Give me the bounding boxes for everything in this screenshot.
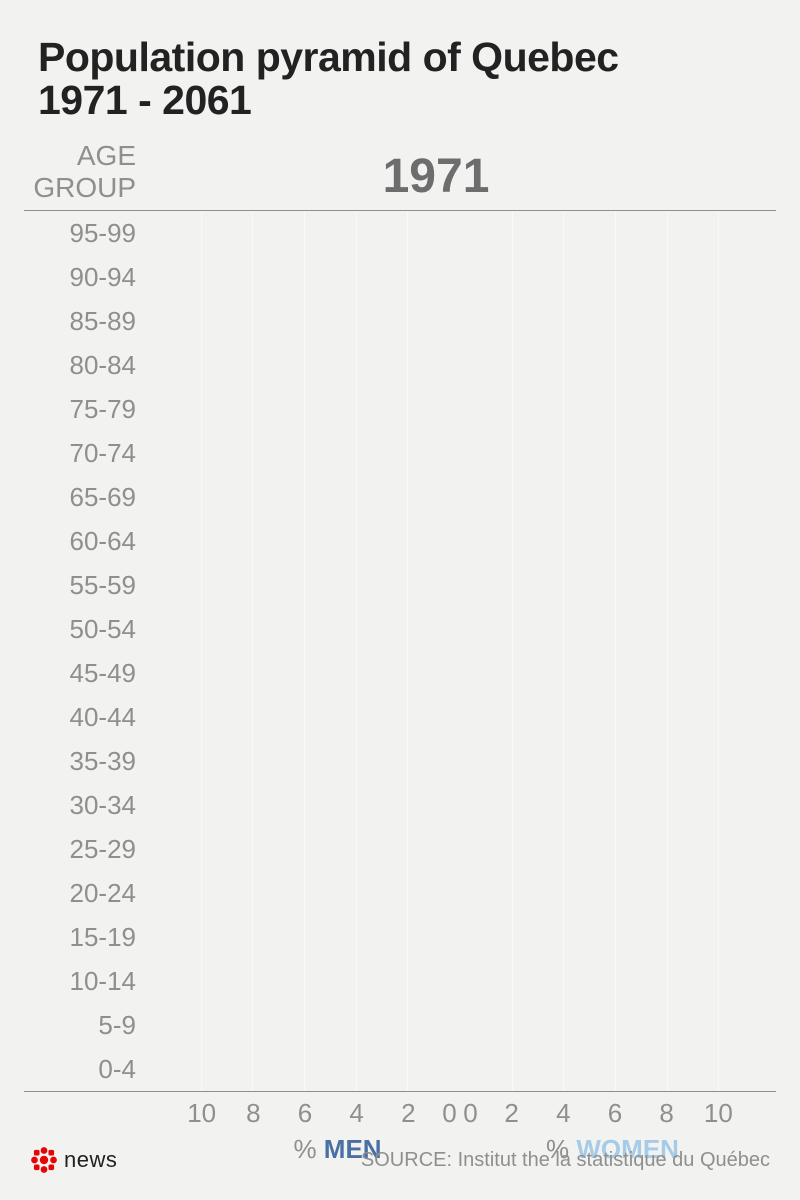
age-group-label: 95-99 — [30, 218, 150, 249]
x-tick-men: 6 — [298, 1098, 312, 1129]
pyramid-row: 65-69 — [30, 475, 770, 519]
x-tick-women: 10 — [704, 1098, 733, 1129]
age-group-label: 55-59 — [30, 570, 150, 601]
age-group-label: 5-9 — [30, 1010, 150, 1041]
pyramid-row: 25-29 — [30, 827, 770, 871]
age-group-label: 25-29 — [30, 834, 150, 865]
pyramid-row: 40-44 — [30, 695, 770, 739]
population-pyramid: 95-99 90-94 85-89 80-84 75-79 70-74 65-69 60-64… — [30, 211, 770, 1091]
pyramid-row: 15-19 — [30, 915, 770, 959]
bars-area — [150, 343, 770, 387]
age-group-label: 90-94 — [30, 262, 150, 293]
age-group-label: 50-54 — [30, 614, 150, 645]
pyramid-row: 50-54 — [30, 607, 770, 651]
age-group-label: 15-19 — [30, 922, 150, 953]
bars-area — [150, 739, 770, 783]
age-group-label: 85-89 — [30, 306, 150, 337]
age-group-label: 45-49 — [30, 658, 150, 689]
age-group-label: 35-39 — [30, 746, 150, 777]
x-tick-zero: 0 — [442, 1098, 456, 1129]
pyramid-row: 85-89 — [30, 299, 770, 343]
age-group-label: 80-84 — [30, 350, 150, 381]
bars-area — [150, 475, 770, 519]
bars-area — [150, 431, 770, 475]
bars-area — [150, 607, 770, 651]
x-tick-men: 2 — [401, 1098, 415, 1129]
pyramid-row: 5-9 — [30, 1003, 770, 1047]
bars-area — [150, 1003, 770, 1047]
bars-area — [150, 871, 770, 915]
age-group-label: 40-44 — [30, 702, 150, 733]
age-group-label: 60-64 — [30, 526, 150, 557]
pyramid-row: 30-34 — [30, 783, 770, 827]
age-group-label: 70-74 — [30, 438, 150, 469]
bars-area — [150, 1047, 770, 1091]
bars-area — [150, 563, 770, 607]
x-tick-women: 6 — [608, 1098, 622, 1129]
bars-area — [150, 915, 770, 959]
age-group-label: 0-4 — [30, 1054, 150, 1085]
pyramid-row: 35-39 — [30, 739, 770, 783]
pyramid-row: 80-84 — [30, 343, 770, 387]
title-line-1: Population pyramid of Quebec — [38, 34, 619, 80]
pyramid-row: 45-49 — [30, 651, 770, 695]
x-tick-women: 4 — [556, 1098, 570, 1129]
x-axis: 10864200246810 — [150, 1098, 770, 1132]
pyramid-row: 60-64 — [30, 519, 770, 563]
x-tick-women: 8 — [659, 1098, 673, 1129]
bars-area — [150, 827, 770, 871]
x-tick-men: 10 — [187, 1098, 216, 1129]
bars-area — [150, 255, 770, 299]
age-group-heading: AGE GROUP — [24, 140, 136, 204]
age-group-label: 65-69 — [30, 482, 150, 513]
bars-area — [150, 387, 770, 431]
pyramid-row: 20-24 — [30, 871, 770, 915]
x-tick-men: 8 — [246, 1098, 260, 1129]
x-tick-men: 4 — [349, 1098, 363, 1129]
source-attribution: SOURCE: Institut the la statistique du Q… — [361, 1149, 770, 1172]
cbc-gem-icon — [30, 1146, 58, 1174]
pyramid-row: 75-79 — [30, 387, 770, 431]
bars-area — [150, 519, 770, 563]
pyramid-row: 10-14 — [30, 959, 770, 1003]
title-line-2: 1971 - 2061 — [38, 77, 251, 123]
bars-area — [150, 299, 770, 343]
age-group-label: 30-34 — [30, 790, 150, 821]
bars-area — [150, 695, 770, 739]
bars-area — [150, 651, 770, 695]
pyramid-row: 70-74 — [30, 431, 770, 475]
bottom-rule — [24, 1091, 776, 1092]
bars-area — [150, 783, 770, 827]
page-title: Population pyramid of Quebec 1971 - 2061 — [0, 0, 800, 122]
age-group-label: 10-14 — [30, 966, 150, 997]
bars-area — [150, 959, 770, 1003]
age-group-label: 20-24 — [30, 878, 150, 909]
age-group-label: 75-79 — [30, 394, 150, 425]
bars-area — [150, 211, 770, 255]
pyramid-row: 55-59 — [30, 563, 770, 607]
pyramid-row: 95-99 — [30, 211, 770, 255]
cbc-news-logo: news — [30, 1146, 117, 1174]
logo-text: news — [64, 1147, 117, 1173]
x-tick-zero: 0 — [463, 1098, 477, 1129]
pyramid-row: 90-94 — [30, 255, 770, 299]
x-tick-women: 2 — [504, 1098, 518, 1129]
pyramid-row: 0-4 — [30, 1047, 770, 1091]
year-label: 1971 — [383, 150, 490, 203]
